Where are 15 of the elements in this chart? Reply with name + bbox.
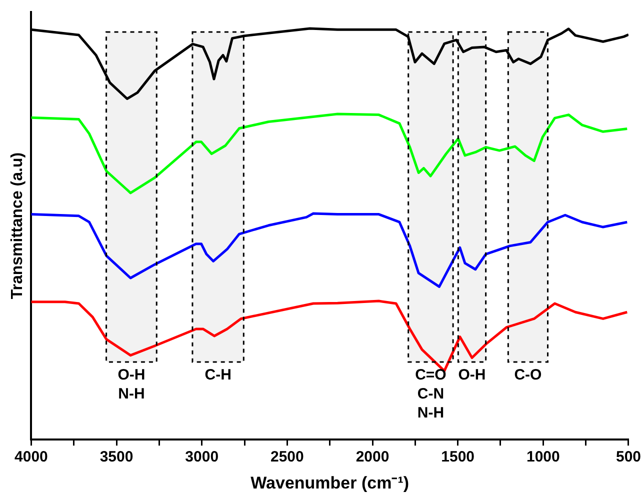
x-tick-label: 1500 xyxy=(441,448,475,466)
x-tick-label: 500 xyxy=(616,448,641,466)
x-axis-title: Wavenumber (cm⁻¹) xyxy=(250,473,410,492)
band-label: O-H N-H xyxy=(118,366,146,403)
band-label: O-H xyxy=(458,366,486,384)
band-label: C-O xyxy=(514,366,542,384)
x-tick-label: 4000 xyxy=(14,448,48,466)
x-tick-label: 2000 xyxy=(356,448,390,466)
x-tick-label: 3000 xyxy=(185,448,219,466)
y-axis-title: Transmittance (a.u) xyxy=(9,152,26,300)
x-tick-label: 1000 xyxy=(526,448,560,466)
band-label: C=O C-N N-H xyxy=(415,366,447,422)
band-label: C-H xyxy=(204,366,232,384)
x-tick-label: 2500 xyxy=(270,448,304,466)
x-tick-label: 3500 xyxy=(100,448,134,466)
